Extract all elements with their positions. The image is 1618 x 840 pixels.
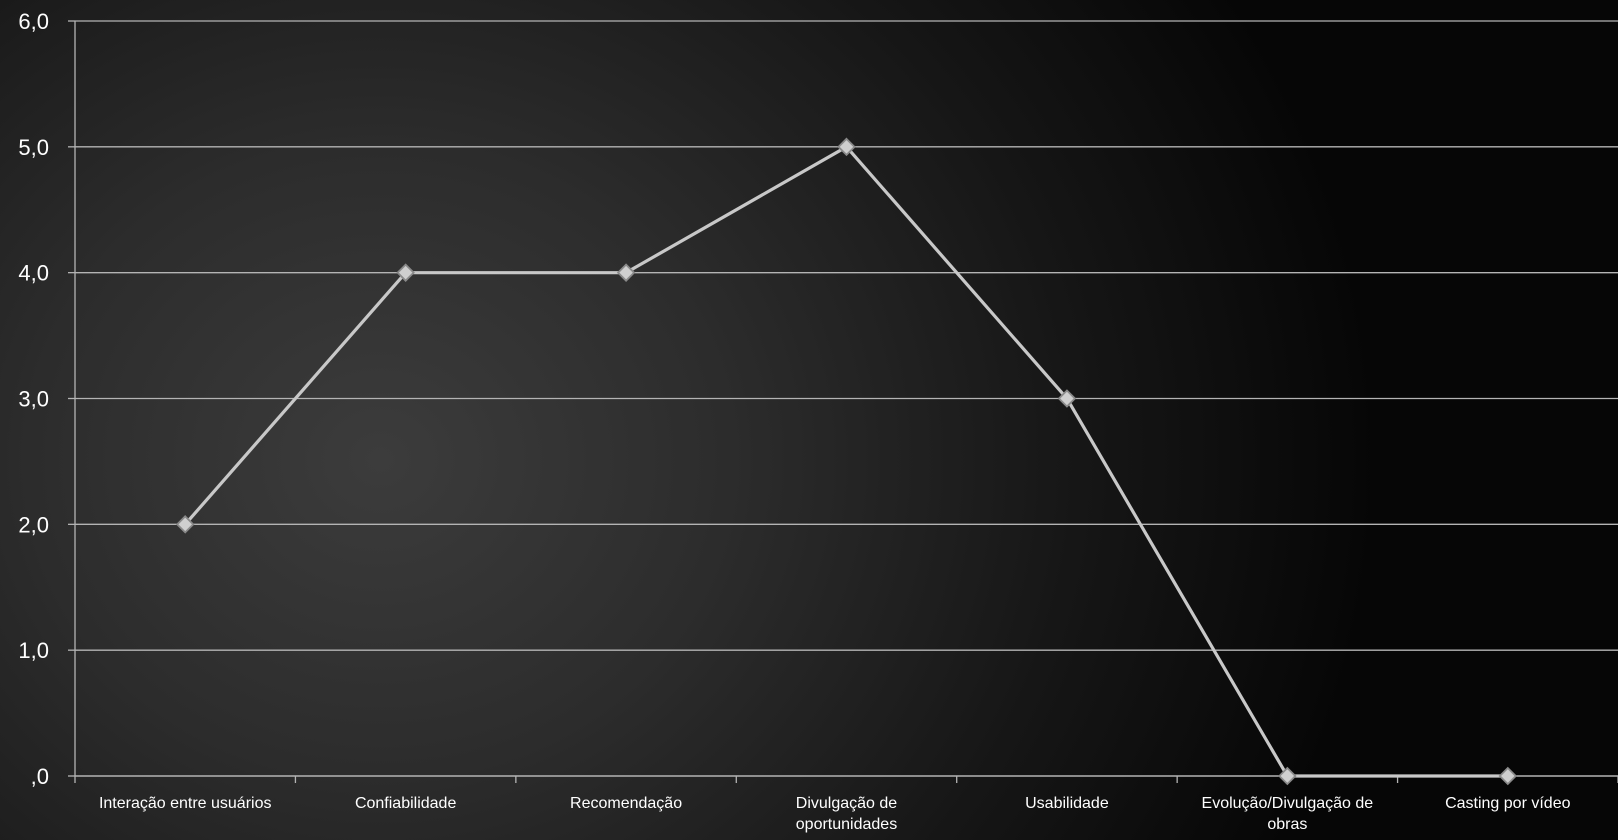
data-point-marker <box>1278 766 1297 786</box>
x-tick-label: Confiabilidade <box>355 795 457 812</box>
y-tick-label: 4,0 <box>18 261 49 286</box>
series-line <box>184 144 1508 778</box>
y-tick-label: 5,0 <box>18 135 49 160</box>
series-line-group <box>184 144 1508 778</box>
x-axis-tick-labels: Interação entre usuários Confiabilidade Re… <box>99 795 1571 833</box>
x-tick-label: Interação entre usuários <box>99 795 272 812</box>
data-point-marker <box>616 263 636 282</box>
data-point-marker <box>175 515 195 534</box>
x-tick-label: Usabilidade <box>1025 795 1109 812</box>
x-tick-label: Divulgação de oportunidades <box>796 795 898 833</box>
axes <box>68 20 1618 783</box>
data-point-marker <box>1057 389 1077 408</box>
y-tick-label: 1,0 <box>18 638 49 663</box>
x-tick-label: Evolução/Divulgação de obras <box>1202 795 1374 833</box>
x-tick-label: Casting por vídeo <box>1445 795 1571 812</box>
data-point-marker <box>837 137 856 157</box>
y-tick-label: ,0 <box>31 764 49 789</box>
y-tick-label: 6,0 <box>18 9 49 34</box>
data-point-marker <box>396 263 415 282</box>
y-tick-label: 3,0 <box>18 387 49 412</box>
x-tick-label: Recomendação <box>570 795 682 812</box>
y-tick-label: 2,0 <box>18 512 49 537</box>
data-point-marker <box>1498 766 1518 786</box>
y-axis-tick-labels: ,0 1,0 2,0 3,0 4,0 5,0 6,0 <box>18 9 49 789</box>
series-markers <box>175 137 1518 786</box>
gridlines <box>75 20 1618 651</box>
